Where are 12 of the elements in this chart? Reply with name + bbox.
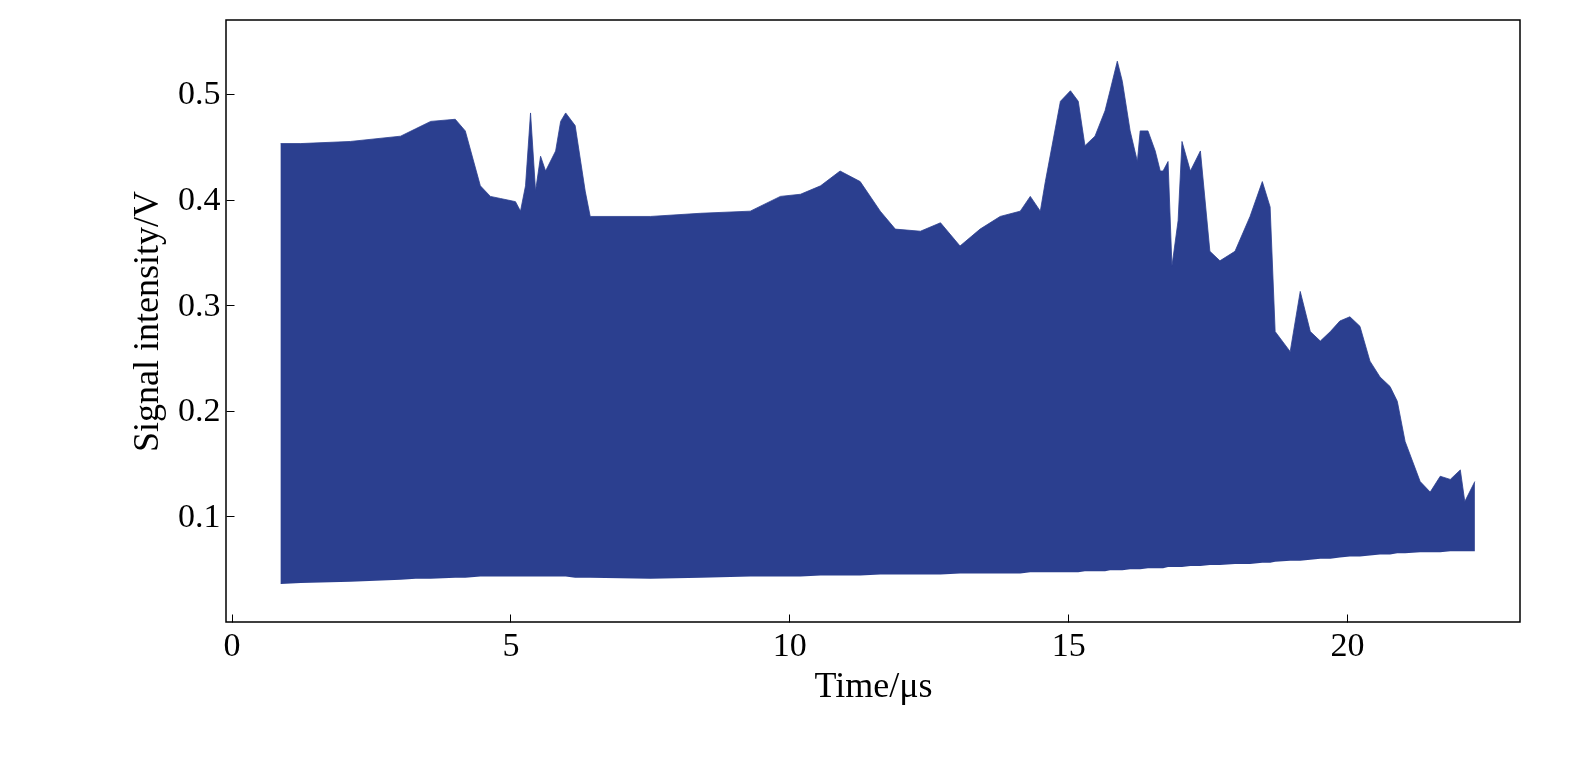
x-tick-label: 20 — [1330, 625, 1365, 663]
x-tick-label: 5 — [502, 625, 520, 663]
x-axis-title: Time/μs — [814, 664, 933, 705]
x-tick-label: 15 — [1051, 625, 1086, 663]
x-tick-label: 10 — [772, 625, 807, 663]
x-tick-label: 0 — [223, 625, 241, 663]
y-tick-label: 0.1 — [178, 496, 221, 534]
y-tick-label: 0.2 — [178, 391, 221, 429]
y-tick-label: 0.3 — [178, 285, 221, 323]
y-tick-label: 0.5 — [178, 74, 221, 112]
y-axis-title: Signal intensity/V — [126, 191, 166, 452]
y-tick-label: 0.4 — [178, 180, 221, 218]
